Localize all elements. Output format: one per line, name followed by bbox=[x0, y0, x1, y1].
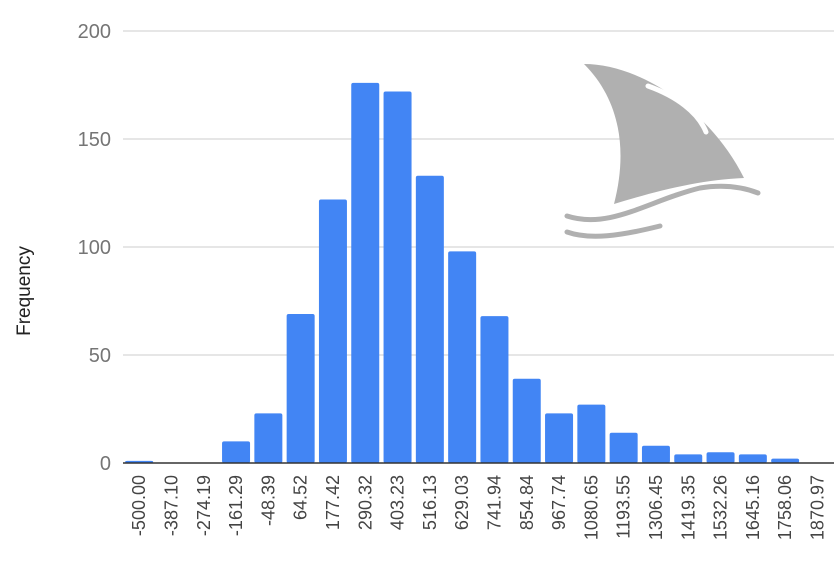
histogram-bar bbox=[222, 441, 251, 463]
histogram-bar bbox=[577, 404, 606, 463]
histogram-bar bbox=[771, 458, 800, 463]
x-tick-label: 290.32 bbox=[355, 475, 375, 530]
histogram-bar bbox=[641, 445, 670, 463]
histogram-bar bbox=[318, 199, 347, 464]
y-tick-labels: 0 50 100 150 200 bbox=[78, 21, 111, 475]
y-tick-label: 200 bbox=[78, 21, 111, 43]
histogram-bar bbox=[512, 378, 541, 463]
histogram-bar bbox=[448, 251, 477, 463]
y-tick-label: 100 bbox=[78, 237, 111, 259]
y-tick-label: 50 bbox=[89, 345, 111, 367]
gridlines bbox=[123, 30, 834, 356]
y-axis-label: Frequency bbox=[14, 246, 35, 336]
x-tick-label: -274.19 bbox=[194, 475, 214, 536]
x-tick-label: 854.84 bbox=[517, 475, 537, 530]
y-tick-label: 0 bbox=[100, 453, 111, 475]
x-tick-label: 1080.65 bbox=[581, 475, 601, 540]
histogram-bar bbox=[674, 454, 703, 463]
histogram-bar bbox=[706, 452, 735, 463]
shark-fin-icon bbox=[564, 64, 761, 239]
x-tick-label: 1306.45 bbox=[646, 475, 666, 540]
histogram-bar bbox=[254, 413, 283, 463]
x-tick-label: -387.10 bbox=[161, 475, 181, 536]
bars bbox=[125, 82, 800, 464]
y-tick-label: 150 bbox=[78, 129, 111, 151]
x-tick-label: 403.23 bbox=[388, 475, 408, 530]
x-tick-label: 1870.97 bbox=[807, 475, 827, 540]
x-tick-label: 967.74 bbox=[549, 475, 569, 530]
x-tick-label: 64.52 bbox=[291, 475, 311, 520]
x-tick-label: -500.00 bbox=[129, 475, 149, 536]
histogram-bar bbox=[480, 316, 509, 463]
x-tick-label: 1758.06 bbox=[775, 475, 795, 540]
x-tick-label: -161.29 bbox=[226, 475, 246, 536]
histogram-bar bbox=[609, 432, 638, 463]
histogram-bar bbox=[545, 413, 574, 463]
histogram-bar bbox=[738, 454, 767, 463]
x-tick-label: 1193.55 bbox=[614, 475, 634, 539]
x-tick-label: 177.42 bbox=[323, 475, 343, 530]
histogram-bar bbox=[286, 313, 315, 463]
histogram-bar bbox=[351, 82, 380, 463]
x-tick-label: 1532.26 bbox=[711, 475, 731, 540]
x-tick-label: 516.13 bbox=[420, 475, 440, 530]
histogram-bar bbox=[383, 91, 412, 463]
histogram-bar bbox=[415, 175, 444, 463]
x-tick-label: 629.03 bbox=[452, 475, 472, 530]
x-tick-labels: -500.00 -387.10 -274.19 -161.29 -48.39 64.52 1… bbox=[129, 475, 827, 540]
x-tick-label: -48.39 bbox=[258, 475, 278, 526]
x-tick-label: 1645.16 bbox=[743, 475, 763, 540]
x-tick-label: 741.94 bbox=[484, 475, 504, 530]
x-tick-label: 1419.35 bbox=[678, 475, 698, 540]
